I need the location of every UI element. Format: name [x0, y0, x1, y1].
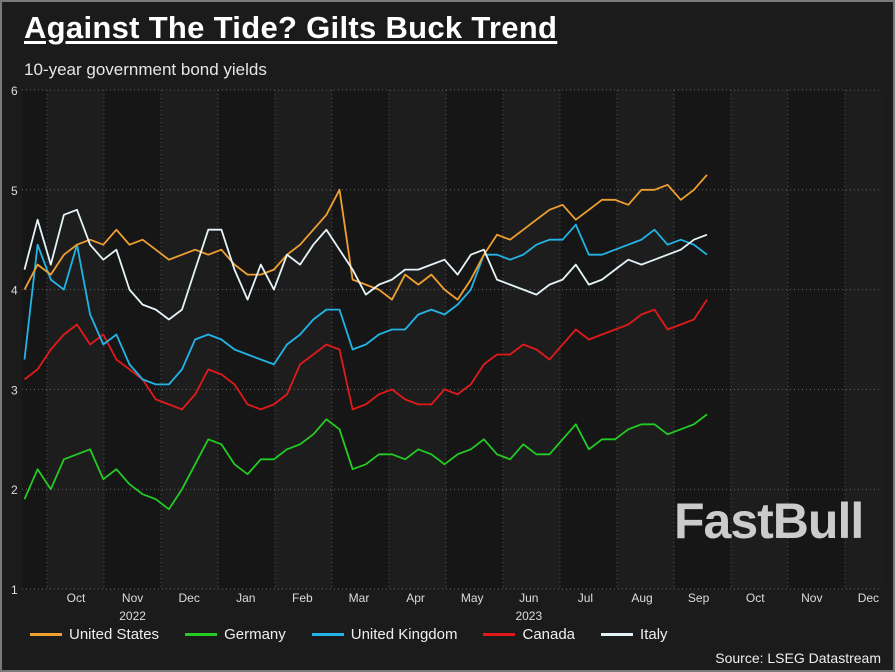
x-tick-label: Mar	[349, 591, 370, 605]
y-tick-label: 1	[11, 583, 18, 597]
x-tick-label: Jul	[578, 591, 593, 605]
y-tick-label: 2	[11, 483, 18, 497]
x-tick-label: Oct	[746, 591, 765, 605]
x-tick-label: Dec	[179, 591, 200, 605]
x-tick-label: Oct	[67, 591, 86, 605]
year-label: 2022	[119, 609, 146, 623]
x-tick-label: Nov	[801, 591, 822, 605]
month-band	[218, 90, 275, 589]
year-label: 2023	[515, 609, 542, 623]
x-tick-label: Sep	[688, 591, 710, 605]
legend-label: Canada	[522, 626, 576, 643]
x-tick-label: Dec	[858, 591, 879, 605]
legend-swatch	[483, 633, 516, 636]
legend-swatch	[311, 633, 344, 636]
x-tick-label: Jan	[236, 591, 255, 605]
fastbull-watermark: FastBull	[674, 493, 864, 549]
source-note: Source: LSEG Datastream	[715, 650, 881, 666]
series-line-united-kingdom	[23, 223, 708, 386]
month-band	[674, 90, 731, 589]
legend-label: Italy	[640, 626, 668, 643]
legend-label: Germany	[224, 626, 286, 643]
y-tick-label: 6	[11, 84, 18, 98]
legend-swatch	[185, 633, 218, 636]
legend-swatch	[601, 633, 634, 636]
series-line-germany	[23, 413, 708, 511]
legend-item: United Kingdom	[311, 626, 458, 643]
chart-title: Against The Tide? Gilts Buck Trend	[24, 10, 558, 45]
x-tick-label: Feb	[292, 591, 313, 605]
x-tick-label: Jun	[519, 591, 538, 605]
y-tick-label: 3	[11, 383, 18, 397]
x-tick-label: Aug	[631, 591, 652, 605]
month-band	[788, 90, 845, 589]
month-band	[104, 90, 161, 589]
x-tick-label: May	[461, 591, 484, 605]
series-line-united-states	[23, 174, 708, 301]
legend-item: Canada	[483, 626, 575, 643]
series-line-canada	[23, 299, 708, 411]
month-band	[22, 90, 47, 589]
legend-swatch	[30, 633, 62, 636]
x-tick-label: Apr	[406, 591, 425, 605]
chart-subtitle: 10-year government bond yields	[24, 60, 267, 79]
series-line-italy	[23, 208, 708, 321]
y-tick-label: 4	[11, 284, 18, 298]
legend: United States Germany United Kingdom Canada…	[30, 626, 668, 643]
month-band	[332, 90, 389, 589]
x-tick-label: Nov	[122, 591, 143, 605]
legend-item: Italy	[601, 626, 668, 643]
month-band	[446, 90, 503, 589]
legend-item: United States	[30, 626, 159, 643]
legend-label: United States	[69, 626, 160, 643]
y-tick-label: 5	[11, 184, 18, 198]
legend-item: Germany	[185, 626, 286, 643]
legend-label: United Kingdom	[350, 626, 458, 643]
